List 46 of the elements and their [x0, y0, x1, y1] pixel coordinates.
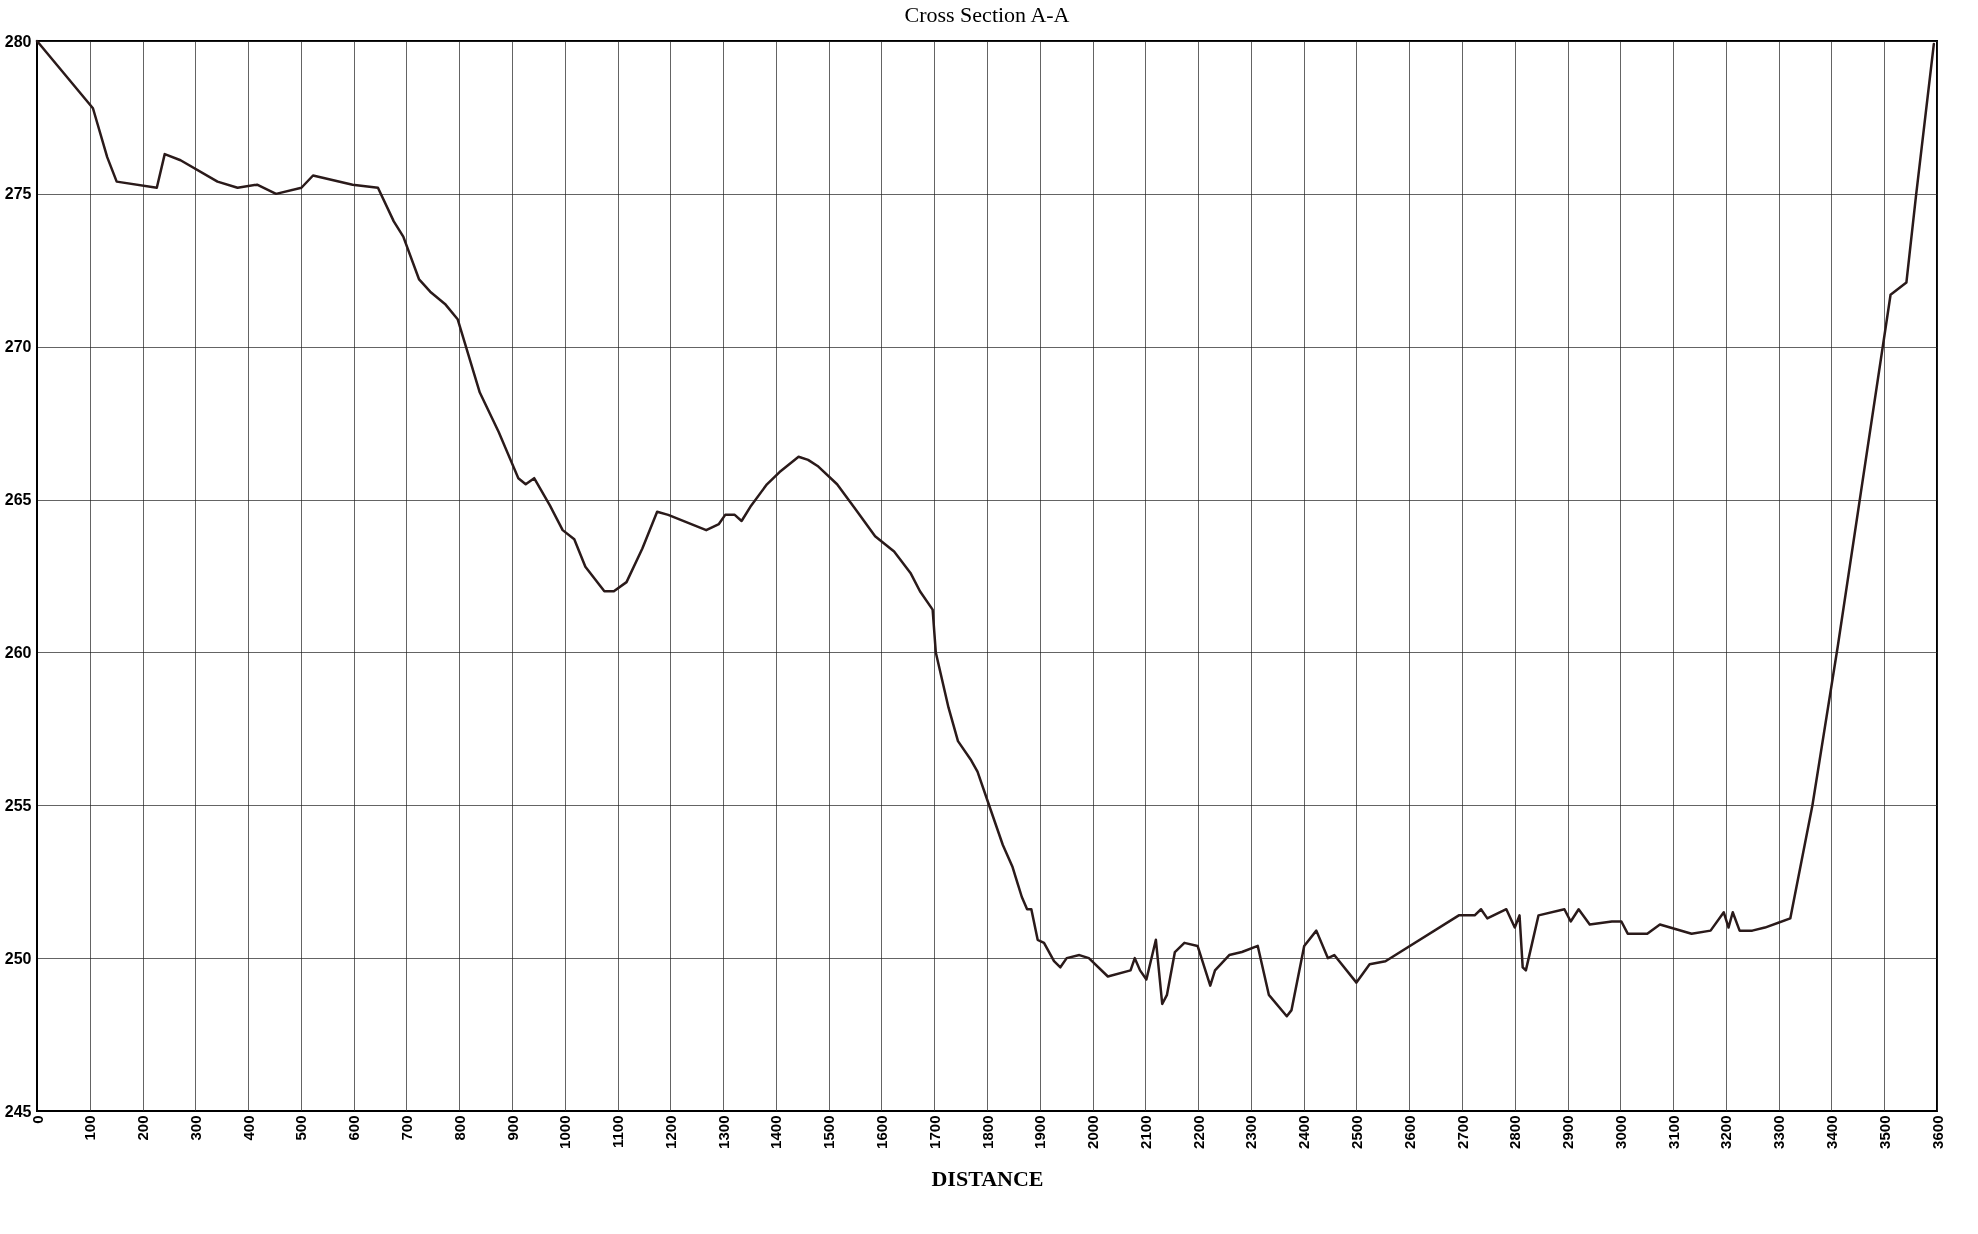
x-tick-label: 1900: [1031, 1115, 1049, 1149]
x-tick-label: 700: [397, 1115, 415, 1141]
x-tick-label: 2000: [1084, 1115, 1102, 1149]
y-tick-label: 275: [4, 185, 32, 203]
x-tick-label: 1600: [872, 1115, 890, 1149]
x-tick-label: 2300: [1242, 1115, 1260, 1149]
x-tick-label: 3600: [1928, 1115, 1946, 1149]
x-tick-label: 1100: [609, 1115, 627, 1149]
x-tick-label: 2200: [1189, 1115, 1207, 1149]
x-tick-label: 2800: [1506, 1115, 1524, 1149]
x-tick-label: 1000: [556, 1115, 574, 1149]
x-tick-label: 3500: [1875, 1115, 1893, 1149]
x-tick-label: 3400: [1822, 1115, 1840, 1149]
x-tick-label: 2900: [1559, 1115, 1577, 1149]
y-tick-label: 260: [4, 643, 32, 661]
x-tick-label: 200: [134, 1115, 152, 1141]
x-tick-label: 1700: [925, 1115, 943, 1149]
x-tick-label: 300: [186, 1115, 204, 1141]
x-tick-label: 2100: [1136, 1115, 1154, 1149]
x-tick-label: 800: [450, 1115, 468, 1141]
y-tick-label: 265: [4, 491, 32, 509]
x-tick-label: 100: [81, 1115, 99, 1141]
x-tick-label: 3100: [1664, 1115, 1682, 1149]
x-tick-label: 400: [239, 1115, 257, 1141]
y-tick-label: 250: [4, 949, 32, 967]
x-tick-label: 2400: [1295, 1115, 1313, 1149]
y-tick-label: 270: [4, 338, 32, 356]
x-tick-label: 2600: [1400, 1115, 1418, 1149]
x-tick-label: 1800: [978, 1115, 996, 1149]
x-axis-title: DISTANCE: [931, 1165, 1044, 1191]
y-tick-label: 245: [4, 1102, 32, 1120]
x-tick-label: 500: [292, 1115, 310, 1141]
x-tick-label: 1500: [820, 1115, 838, 1149]
x-tick-label: 1300: [714, 1115, 732, 1149]
x-tick-label: 2500: [1347, 1115, 1365, 1149]
x-tick-label: 3000: [1611, 1115, 1629, 1149]
x-tick-label: 2700: [1453, 1115, 1471, 1149]
x-tick-label: 1400: [767, 1115, 785, 1149]
x-tick-label: 3300: [1770, 1115, 1788, 1149]
y-tick-label: 280: [4, 32, 32, 50]
x-tick-label: 1200: [661, 1115, 679, 1149]
x-tick-label: 600: [345, 1115, 363, 1141]
y-tick-label: 255: [4, 796, 32, 814]
x-tick-label: 900: [503, 1115, 521, 1141]
chart-title: Cross Section A-A: [904, 2, 1070, 27]
x-tick-label: 3200: [1717, 1115, 1735, 1149]
